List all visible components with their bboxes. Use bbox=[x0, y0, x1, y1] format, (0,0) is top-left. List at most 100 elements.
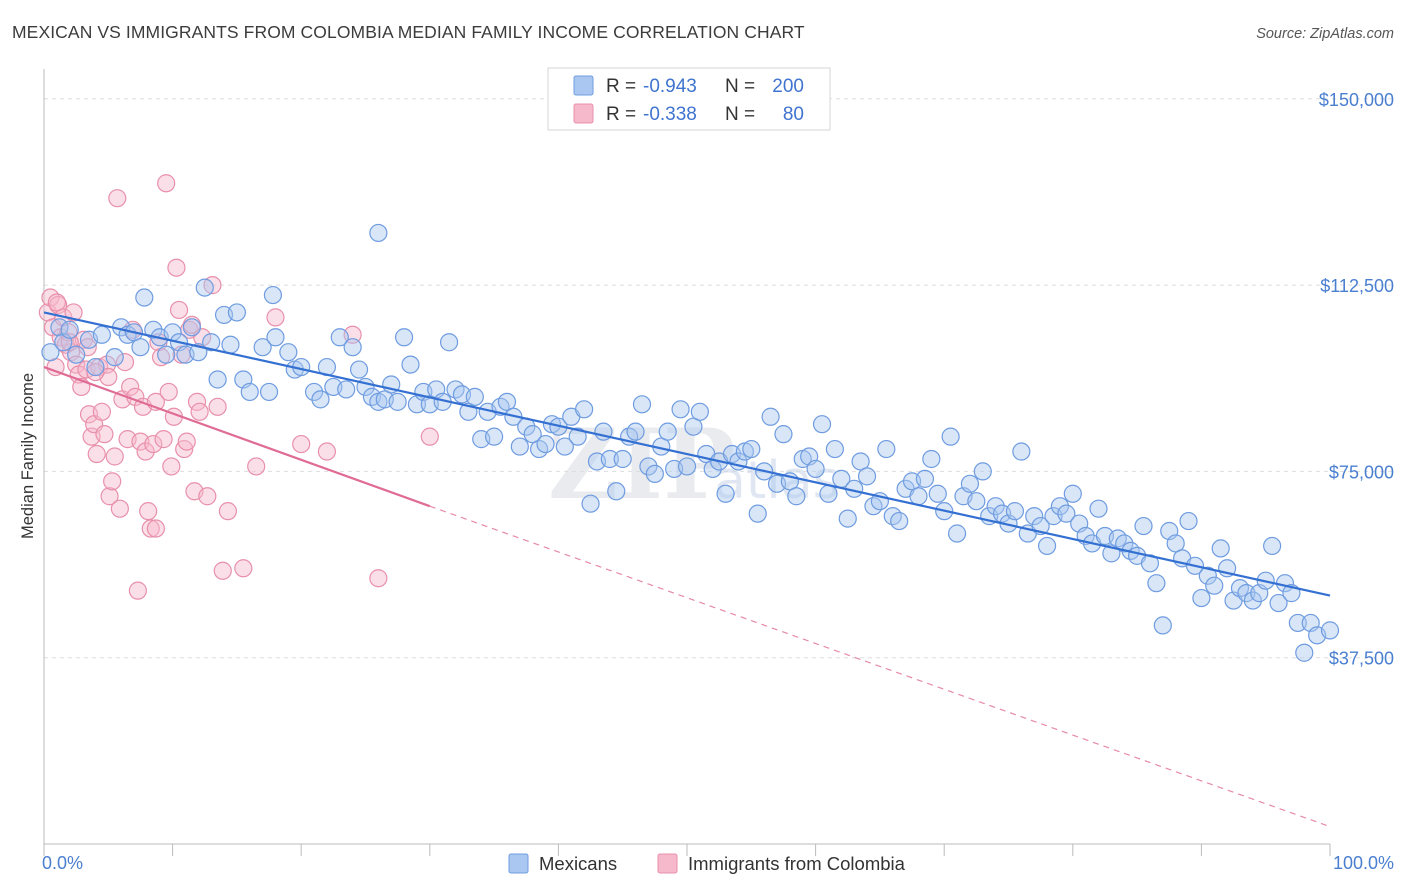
point-colombia bbox=[190, 402, 209, 421]
point-mexicans bbox=[947, 524, 967, 543]
point-mexicans bbox=[819, 484, 838, 503]
series-mexicans-points-top bbox=[41, 223, 1340, 662]
point-colombia bbox=[317, 442, 337, 461]
point-colombia bbox=[154, 430, 173, 449]
point-mexicans bbox=[1012, 442, 1031, 461]
bottom-legend-swatch-colombia bbox=[657, 853, 678, 874]
legend-n-value-colombia: 80 bbox=[783, 104, 804, 125]
point-colombia bbox=[146, 519, 165, 538]
point-mexicans bbox=[967, 492, 986, 511]
point-colombia bbox=[159, 382, 178, 402]
trend-line-colombia-extension bbox=[429, 505, 1331, 828]
point-mexicans bbox=[1025, 507, 1044, 526]
point-mexicans bbox=[1237, 584, 1256, 603]
point-mexicans bbox=[105, 348, 124, 367]
y-tick-label: $112,500 bbox=[1320, 276, 1394, 296]
point-mexicans bbox=[259, 382, 279, 402]
point-mexicans bbox=[1089, 499, 1108, 518]
point-mexicans bbox=[575, 400, 594, 419]
point-mexicans bbox=[1063, 484, 1082, 503]
point-mexicans bbox=[761, 407, 780, 426]
point-mexicans bbox=[1263, 536, 1282, 556]
point-mexicans bbox=[613, 449, 632, 469]
legend-n-value-mexicans: 200 bbox=[772, 76, 804, 97]
point-mexicans bbox=[388, 392, 407, 411]
bottom-legend-label-mexicans: Mexicans bbox=[539, 853, 617, 874]
point-mexicans bbox=[1147, 574, 1166, 593]
x-axis-ticks bbox=[43, 844, 1331, 856]
point-colombia bbox=[177, 432, 196, 451]
point-mexicans bbox=[401, 355, 420, 374]
point-mexicans bbox=[1153, 616, 1172, 635]
point-colombia bbox=[139, 502, 158, 521]
legend-swatch-colombia bbox=[573, 103, 594, 124]
point-colombia bbox=[100, 487, 119, 506]
legend-r-label-colombia: R = bbox=[606, 104, 636, 125]
point-mexicans bbox=[208, 370, 227, 389]
point-mexicans bbox=[1140, 554, 1160, 573]
legend-r-value-mexicans: -0.943 bbox=[643, 76, 697, 97]
point-mexicans bbox=[806, 459, 825, 479]
point-mexicans bbox=[485, 427, 504, 446]
point-colombia bbox=[110, 499, 129, 518]
point-mexicans bbox=[67, 345, 86, 364]
point-mexicans bbox=[632, 395, 652, 414]
point-colombia bbox=[115, 353, 135, 372]
point-mexicans bbox=[135, 288, 154, 307]
point-mexicans bbox=[1269, 593, 1288, 613]
x-tick-label-max: 100.0% bbox=[1333, 853, 1394, 873]
chart-source: Source: ZipAtlas.com bbox=[1256, 26, 1394, 42]
point-mexicans bbox=[1198, 566, 1217, 585]
point-mexicans bbox=[857, 467, 877, 486]
point-mexicans bbox=[607, 482, 626, 501]
point-mexicans bbox=[157, 345, 176, 364]
chart-title: MEXICAN VS IMMIGRANTS FROM COLOMBIA MEDI… bbox=[12, 22, 805, 42]
point-mexicans bbox=[748, 504, 767, 523]
point-mexicans bbox=[349, 360, 369, 379]
point-colombia bbox=[369, 569, 388, 588]
point-colombia bbox=[218, 502, 237, 521]
point-mexicans bbox=[877, 439, 896, 459]
point-mexicans bbox=[343, 338, 362, 357]
point-colombia bbox=[175, 439, 194, 459]
point-mexicans bbox=[915, 469, 935, 488]
point-mexicans bbox=[677, 457, 697, 476]
y-tick-label: $150,000 bbox=[1319, 90, 1394, 110]
point-colombia bbox=[108, 189, 127, 208]
point-mexicans bbox=[253, 338, 272, 357]
point-mexicans bbox=[330, 328, 349, 347]
legend-swatch-mexicans bbox=[573, 75, 594, 96]
point-mexicans bbox=[266, 328, 285, 347]
point-mexicans bbox=[1205, 576, 1224, 595]
point-mexicans bbox=[973, 462, 992, 481]
point-mexicans bbox=[1211, 539, 1230, 558]
point-mexicans bbox=[1179, 511, 1198, 531]
point-mexicans bbox=[240, 382, 259, 402]
point-mexicans bbox=[465, 387, 484, 406]
point-colombia bbox=[292, 434, 311, 454]
point-mexicans bbox=[263, 285, 283, 305]
point-mexicans bbox=[439, 333, 459, 352]
point-mexicans bbox=[1320, 621, 1340, 640]
point-mexicans bbox=[742, 439, 761, 459]
point-mexicans bbox=[41, 343, 60, 362]
point-colombia bbox=[198, 487, 217, 506]
point-mexicans bbox=[1295, 643, 1314, 662]
top-legend-box bbox=[547, 67, 831, 131]
point-mexicans bbox=[581, 494, 600, 513]
point-mexicans bbox=[928, 484, 947, 503]
point-colombia bbox=[141, 519, 160, 538]
point-mexicans bbox=[600, 449, 619, 469]
legend-n-label-colombia: N = bbox=[725, 104, 755, 125]
point-mexicans bbox=[909, 487, 928, 506]
point-colombia bbox=[234, 559, 253, 578]
point-colombia bbox=[86, 362, 105, 382]
point-mexicans bbox=[774, 425, 793, 444]
point-mexicans bbox=[182, 318, 201, 337]
point-colombia bbox=[420, 427, 439, 446]
point-colombia bbox=[266, 308, 285, 327]
point-mexicans bbox=[1243, 591, 1262, 610]
legend-n-label-mexicans: N = bbox=[725, 76, 755, 97]
y-tick-label: $75,000 bbox=[1329, 462, 1394, 482]
